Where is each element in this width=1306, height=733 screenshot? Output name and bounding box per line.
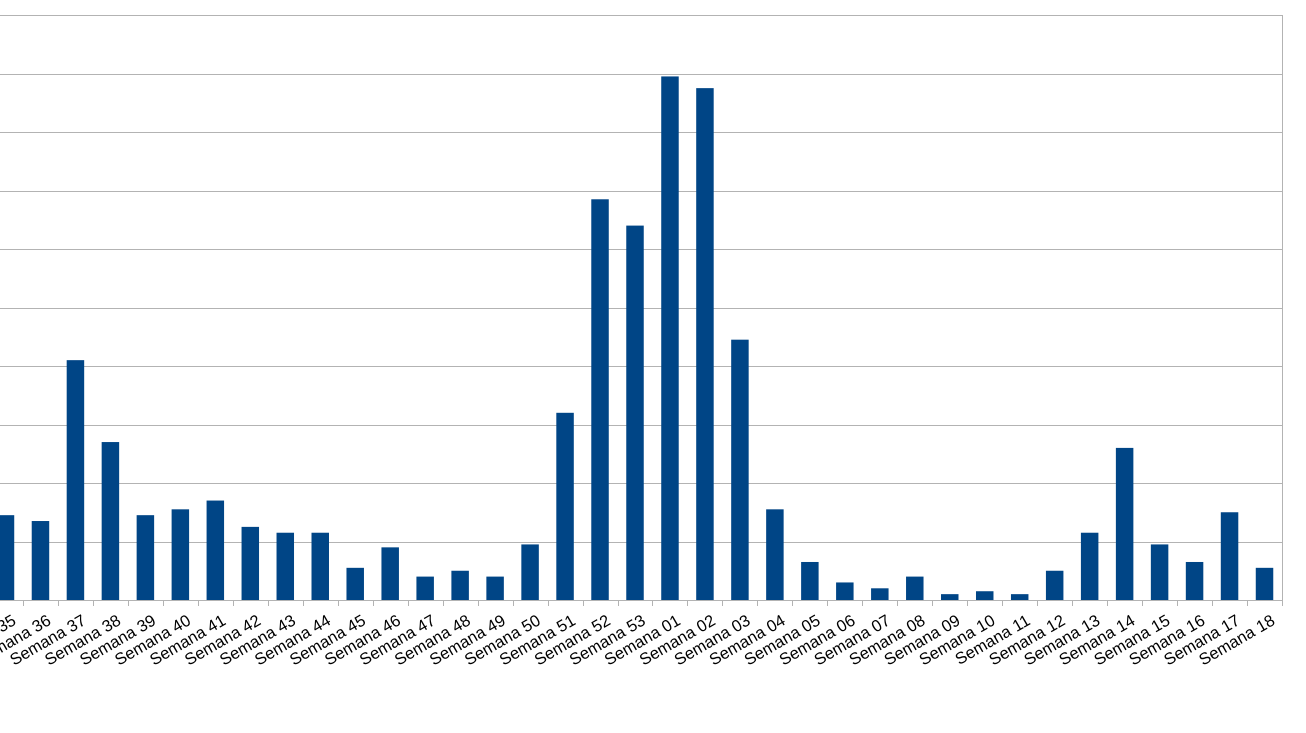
bar-semana-10: [975, 591, 994, 600]
bar-semana-43: [276, 532, 295, 600]
bar-semana-45: [346, 567, 364, 600]
bar-semana-40: [171, 509, 190, 600]
bar-semana-49: [486, 576, 504, 600]
bar-semana-17: [1220, 512, 1239, 600]
bar-semana-05: [801, 561, 819, 600]
bar-semana-47: [416, 576, 434, 600]
x-axis: [23, 600, 1283, 606]
bar-semana-09: [941, 594, 959, 600]
bar-semana-48: [451, 570, 469, 600]
bar-semana-06: [836, 582, 854, 600]
bar-semana-42: [241, 526, 260, 601]
bars: [0, 76, 1274, 601]
bar-semana-02: [696, 88, 714, 601]
bar-semana-07: [871, 588, 889, 600]
bar-semana-37: [66, 360, 85, 600]
bar-semana-51: [556, 412, 574, 600]
bar-semana-12: [1045, 570, 1064, 600]
bar-semana-14: [1115, 447, 1134, 600]
bar-semana-11: [1010, 594, 1029, 600]
bar-semana-38: [101, 442, 120, 600]
bar-semana-08: [906, 576, 924, 600]
bar-semana-41: [206, 500, 225, 600]
bar-semana-36: [31, 521, 50, 600]
bar-semana-50: [521, 544, 539, 600]
bar-semana-53: [626, 225, 644, 600]
bar-semana-18: [1255, 567, 1274, 600]
bar-semana-03: [731, 339, 749, 600]
bar-semana-44: [311, 532, 329, 600]
bar-semana-13: [1080, 532, 1099, 600]
bar-semana-04: [766, 509, 784, 600]
bar-semana-35: [0, 515, 15, 600]
bar-semana-52: [591, 199, 609, 600]
bar-semana-46: [381, 547, 399, 600]
bar-semana-39: [136, 515, 155, 600]
bar-semana-16: [1185, 561, 1204, 600]
bar-semana-15: [1150, 544, 1169, 600]
bar-semana-01: [661, 76, 679, 601]
